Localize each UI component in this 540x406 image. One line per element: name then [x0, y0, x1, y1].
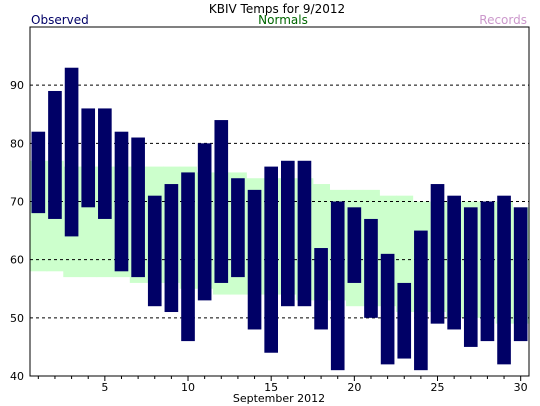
normal-range-day-23: [395, 195, 414, 313]
observed-bar-day-24: [414, 230, 428, 371]
y-tick-label-60: 60: [10, 254, 24, 267]
observed-bar-day-19: [330, 201, 345, 371]
observed-bar-day-13: [231, 178, 245, 278]
x-tick-label-25: 25: [431, 381, 445, 394]
observed-bar-day-7: [131, 137, 145, 278]
observed-bar-day-9: [164, 184, 179, 313]
x-tick-label-15: 15: [264, 381, 278, 394]
observed-bar-day-30: [513, 207, 528, 342]
observed-bar-day-20: [347, 207, 362, 283]
observed-bar-day-23: [397, 282, 412, 359]
observed-bar-day-18: [314, 248, 328, 330]
x-tick-label-5: 5: [101, 381, 108, 394]
observed-bar-day-14: [247, 189, 262, 330]
observed-bar-day-17: [297, 160, 312, 307]
plot-frame: [29, 26, 530, 377]
observed-bar-day-12: [214, 120, 229, 283]
y-tick-label-80: 80: [10, 137, 24, 150]
observed-bar-day-5: [98, 108, 112, 219]
y-tick-label-90: 90: [10, 79, 24, 92]
legend-observed: Observed: [31, 13, 89, 27]
observed-bar-day-4: [81, 108, 96, 208]
observed-bar-day-22: [380, 253, 395, 365]
observed-bar-day-15: [264, 166, 278, 353]
observed-bar-day-8: [147, 195, 162, 307]
observed-bar-day-27: [463, 207, 478, 347]
y-tick-label-70: 70: [10, 196, 24, 209]
x-tick-label-30: 30: [514, 381, 528, 394]
legend-normals: Normals: [258, 13, 308, 27]
observed-bar-day-3: [64, 67, 79, 237]
legend-records: Records: [479, 13, 527, 27]
observed-bar-day-11: [197, 143, 212, 301]
observed-bar-day-29: [497, 195, 511, 365]
x-axis: 5 10 15 20 25 30: [37, 376, 528, 394]
observed-bar-day-10: [181, 172, 195, 342]
gridlines: [30, 84, 529, 319]
observed-bars: [31, 67, 528, 371]
observed-bar-day-16: [281, 160, 295, 307]
observed-bar-day-26: [447, 195, 461, 330]
chart-title: KBIV Temps for 9/2012: [209, 2, 345, 16]
y-tick-label-50: 50: [10, 312, 24, 325]
x-tick-label-20: 20: [347, 381, 361, 394]
observed-bar-day-25: [430, 184, 445, 324]
x-tick-label-10: 10: [181, 381, 195, 394]
observed-bar-day-1: [31, 131, 46, 214]
x-axis-label: September 2012: [233, 392, 325, 405]
observed-bar-day-28: [480, 201, 495, 342]
observed-bar-day-21: [364, 218, 378, 318]
observed-bar-day-2: [48, 90, 62, 219]
y-axis: 40 50 60 70 80 90: [10, 79, 24, 383]
observed-bar-day-6: [114, 131, 129, 272]
y-tick-label-40: 40: [10, 370, 24, 383]
